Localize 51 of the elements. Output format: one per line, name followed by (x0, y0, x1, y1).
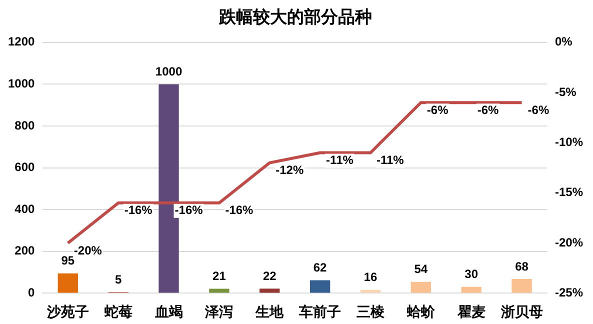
x-tick-label: 血竭 (154, 303, 183, 320)
data-label: -20% (74, 243, 102, 258)
data-label: 68 (515, 259, 529, 274)
data-label: 16 (364, 270, 378, 284)
bar (410, 282, 431, 293)
y2-tick-label: -10% (554, 135, 584, 150)
bar (461, 286, 482, 293)
bar (260, 288, 280, 293)
y-tick-label: 400 (14, 202, 36, 216)
data-label: -6% (528, 102, 550, 117)
data-label: -6% (426, 102, 449, 117)
data-label: -16% (225, 203, 254, 218)
data-label: -16% (124, 203, 153, 218)
x-tick-label: 蛤蚧 (406, 303, 436, 320)
bar (58, 273, 78, 293)
chart-title: 跌幅较大的部分品种 (218, 8, 372, 27)
data-label: -11% (376, 153, 404, 168)
y2-tick-label: -5% (554, 84, 577, 99)
y-tick-label: 200 (14, 244, 36, 258)
y-tick-label: 600 (14, 160, 36, 174)
x-tick-label: 三棱 (356, 303, 386, 320)
x-tick-label: 瞿麦 (456, 303, 486, 320)
bar (310, 280, 330, 293)
data-label: 5 (114, 272, 122, 286)
bar (209, 288, 230, 293)
data-label: 30 (464, 267, 478, 282)
x-tick-label: 蛇莓 (103, 303, 132, 320)
data-label: 1000 (155, 64, 182, 79)
y-tick-label: 0 (28, 286, 36, 300)
data-label: -12% (276, 163, 304, 178)
y2-tick-label: -15% (554, 185, 584, 200)
y2-tick-label: -20% (554, 235, 584, 250)
y-tick-label: 1000 (8, 76, 36, 91)
x-tick-label: 生地 (254, 303, 285, 320)
data-label: 21 (212, 269, 226, 284)
data-label: -6% (477, 102, 500, 117)
x-tick-label: 沙苑子 (46, 303, 89, 320)
y-tick-label: 1200 (8, 34, 36, 49)
data-label: -16% (174, 203, 204, 218)
bar (512, 278, 532, 293)
data-label: 22 (262, 268, 277, 283)
data-label: 95 (61, 254, 75, 268)
data-label: 62 (313, 260, 328, 275)
x-tick-label: 泽泻 (204, 303, 234, 320)
data-label: -11% (326, 153, 354, 168)
y2-tick-label: 0% (554, 34, 573, 49)
y-tick-label: 800 (14, 118, 36, 132)
x-tick-label: 浙贝母 (500, 303, 543, 320)
data-label: 54 (414, 262, 428, 276)
x-tick-label: 车前子 (298, 303, 342, 320)
y2-tick-label: -25% (554, 286, 584, 300)
